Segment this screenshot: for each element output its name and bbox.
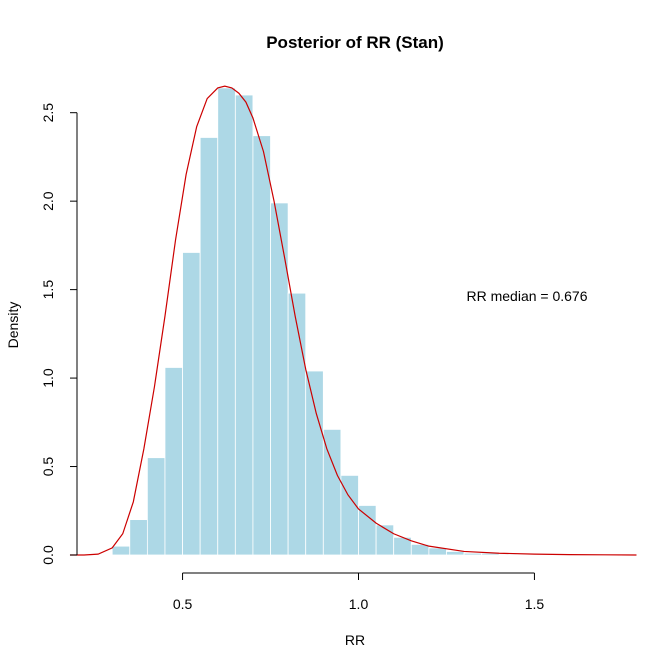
x-axis-title: RR — [345, 632, 365, 648]
histogram-bar — [129, 519, 148, 556]
y-axis-title: Density — [5, 302, 21, 349]
histogram-bar — [305, 370, 324, 556]
histogram-bar — [111, 545, 131, 556]
histogram-bar — [322, 428, 342, 556]
histogram-bar — [287, 292, 307, 556]
median-annotation: RR median = 0.676 — [466, 288, 587, 304]
y-axis: 0.0 0.5 1.0 1.5 2.0 2.5 — [40, 103, 78, 565]
histogram-bar — [164, 367, 183, 556]
chart-title: Posterior of RR (Stan) — [266, 33, 444, 52]
x-tick-label: 1.5 — [525, 596, 545, 612]
y-tick-label: 0.0 — [40, 545, 56, 565]
histogram-bar — [498, 553, 518, 556]
y-tick-label: 1.5 — [40, 280, 56, 300]
histogram-bar — [234, 94, 254, 556]
histogram-bar — [463, 552, 483, 556]
y-tick-label: 0.5 — [40, 457, 56, 477]
histogram-bar — [375, 524, 395, 556]
histogram-bar — [446, 551, 465, 556]
y-tick-label: 2.0 — [40, 191, 56, 211]
histogram-bar — [270, 202, 289, 556]
density-curve — [69, 85, 637, 556]
histogram-bar — [358, 505, 377, 556]
histogram-bars — [111, 87, 535, 556]
y-tick-label: 1.0 — [40, 368, 56, 388]
x-axis: 0.5 1.0 1.5 — [173, 572, 545, 612]
histogram-bar — [146, 457, 166, 556]
x-tick-label: 0.5 — [173, 596, 193, 612]
histogram-bar — [182, 252, 201, 556]
histogram-bar — [217, 87, 236, 556]
histogram-bar — [199, 137, 219, 556]
y-tick-label: 2.5 — [40, 103, 56, 123]
histogram-bar — [252, 135, 271, 556]
x-tick-label: 1.0 — [349, 596, 369, 612]
